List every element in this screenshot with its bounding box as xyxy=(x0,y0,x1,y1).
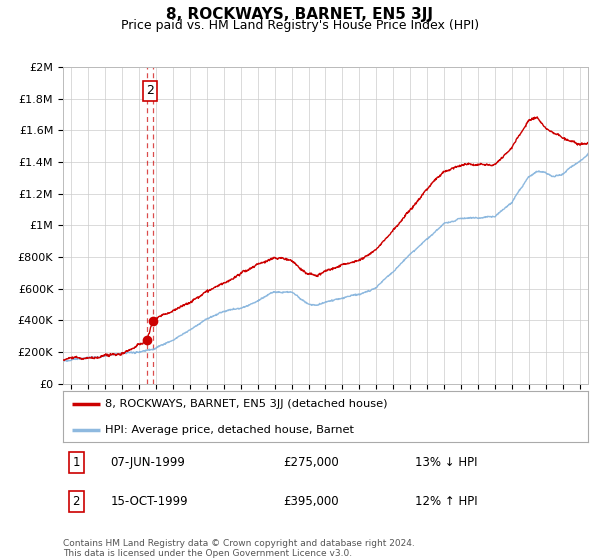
Text: Price paid vs. HM Land Registry's House Price Index (HPI): Price paid vs. HM Land Registry's House … xyxy=(121,19,479,32)
Text: 8, ROCKWAYS, BARNET, EN5 3JJ: 8, ROCKWAYS, BARNET, EN5 3JJ xyxy=(167,7,433,22)
Text: 8, ROCKWAYS, BARNET, EN5 3JJ (detached house): 8, ROCKWAYS, BARNET, EN5 3JJ (detached h… xyxy=(105,399,388,409)
Text: 15-OCT-1999: 15-OCT-1999 xyxy=(110,495,188,508)
Text: 12% ↑ HPI: 12% ↑ HPI xyxy=(415,495,478,508)
Text: 2: 2 xyxy=(73,495,80,508)
Text: £395,000: £395,000 xyxy=(284,495,339,508)
Text: 13% ↓ HPI: 13% ↓ HPI xyxy=(415,456,477,469)
Text: 1: 1 xyxy=(73,456,80,469)
Text: £275,000: £275,000 xyxy=(284,456,339,469)
Text: 07-JUN-1999: 07-JUN-1999 xyxy=(110,456,185,469)
Text: 2: 2 xyxy=(146,85,154,97)
Text: HPI: Average price, detached house, Barnet: HPI: Average price, detached house, Barn… xyxy=(105,424,354,435)
Text: Contains HM Land Registry data © Crown copyright and database right 2024.
This d: Contains HM Land Registry data © Crown c… xyxy=(63,539,415,558)
